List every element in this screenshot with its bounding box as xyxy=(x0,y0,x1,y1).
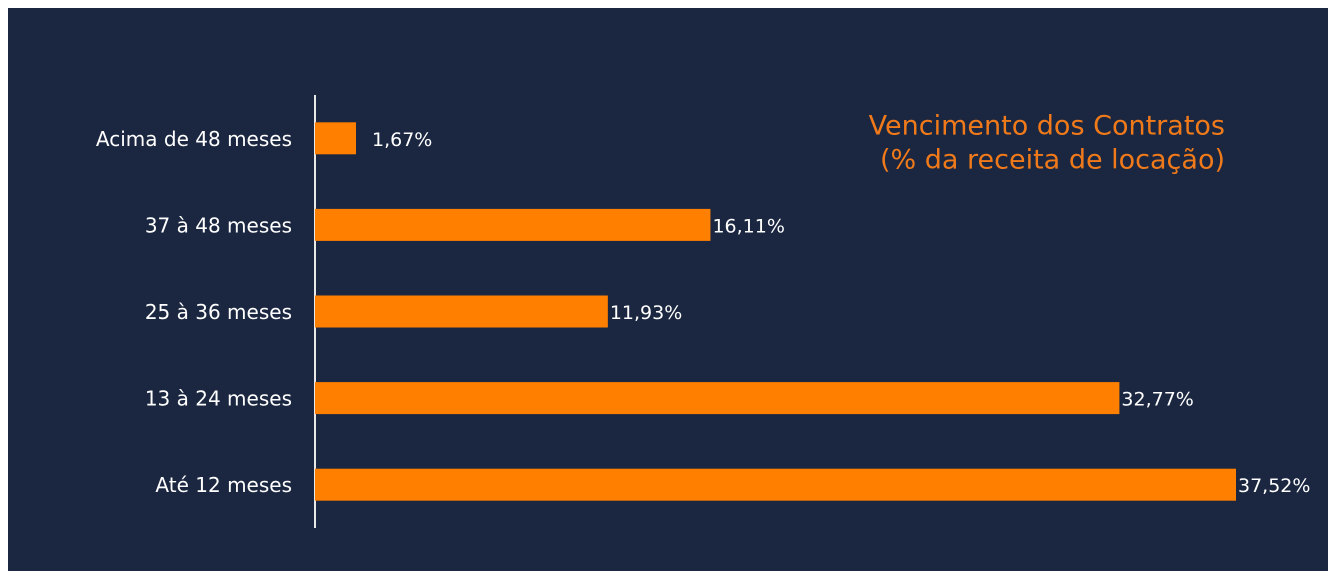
chart-title: Vencimento dos Contratos xyxy=(869,111,1225,142)
bar xyxy=(315,468,1236,501)
value-label: 1,67% xyxy=(372,129,432,151)
y-tick-label: 37 à 48 meses xyxy=(145,213,292,237)
value-label: 32,77% xyxy=(1121,389,1193,411)
y-tick-label: Até 12 meses xyxy=(155,473,292,497)
y-tick-label: 13 à 24 meses xyxy=(145,387,292,411)
bar xyxy=(315,122,356,155)
y-tick-label: Acima de 48 meses xyxy=(96,127,292,151)
bar xyxy=(315,382,1120,415)
value-label: 37,52% xyxy=(1238,475,1310,497)
value-label: 16,11% xyxy=(712,215,784,237)
value-label: 11,93% xyxy=(610,302,682,324)
bar xyxy=(315,208,711,241)
chart-subtitle: (% da receita de locação) xyxy=(880,145,1225,176)
bar xyxy=(315,295,608,328)
y-tick-label: 25 à 36 meses xyxy=(145,300,292,324)
